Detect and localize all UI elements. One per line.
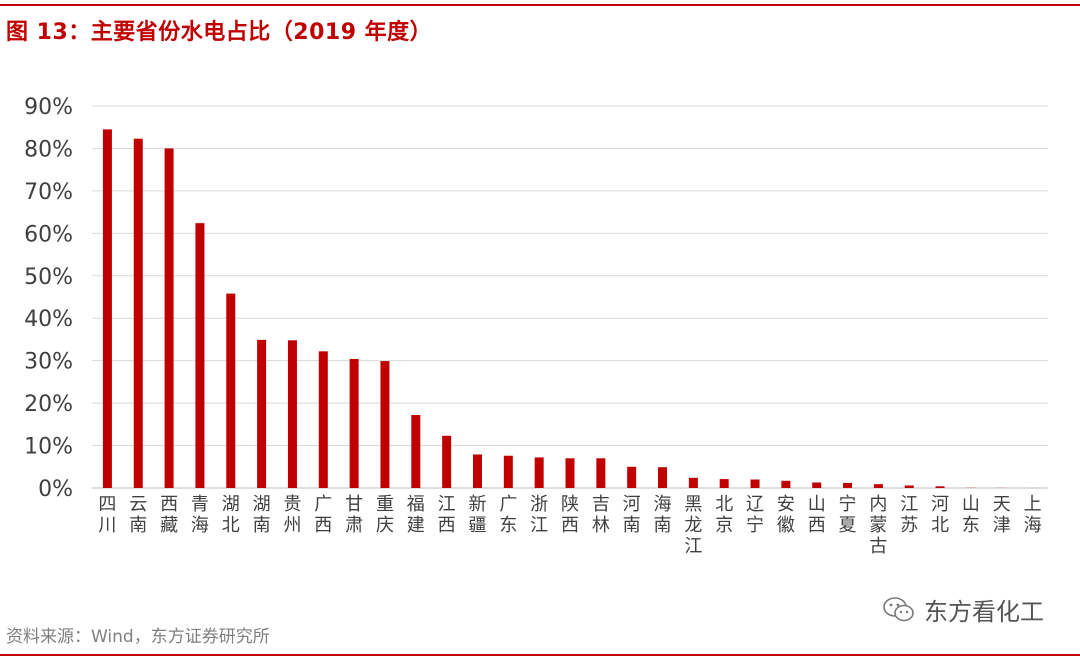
figure-title: 图 13：主要省份水电占比（2019 年度） xyxy=(6,20,433,45)
x-tick-label: 甘肃 xyxy=(345,494,363,536)
bar xyxy=(843,482,853,488)
bar xyxy=(349,358,359,488)
top-rule xyxy=(0,4,1080,6)
bar xyxy=(688,477,698,488)
x-tick-label: 内蒙古 xyxy=(869,494,887,557)
x-tick-label: 江苏 xyxy=(900,494,918,536)
x-tick-label: 北京 xyxy=(715,494,733,536)
x-tick-label: 湖北 xyxy=(222,494,240,536)
bar xyxy=(596,458,606,488)
watermark: 东方看化工 xyxy=(882,592,1044,627)
y-tick-label: 10% xyxy=(24,435,73,460)
bar xyxy=(257,339,267,488)
bar xyxy=(287,340,297,488)
bottom-rule xyxy=(0,654,1080,656)
bar xyxy=(503,455,513,488)
bar xyxy=(472,454,482,488)
x-tick-label: 新疆 xyxy=(468,494,486,536)
x-axis-ticks: 四川云南西藏青海湖北湖南贵州广西甘肃重庆福建江西新疆广东浙江陕西吉林河南海南黑龙… xyxy=(98,494,1041,557)
x-tick-label: 广西 xyxy=(314,494,332,536)
x-tick-label: 山东 xyxy=(962,494,980,536)
bar xyxy=(904,485,914,488)
y-tick-label: 20% xyxy=(24,392,73,417)
x-tick-label: 安徽 xyxy=(777,494,795,536)
x-tick-label: 上海 xyxy=(1024,494,1042,536)
x-tick-label: 宁夏 xyxy=(839,494,857,536)
x-tick-label: 河北 xyxy=(931,494,949,536)
y-tick-label: 70% xyxy=(24,180,73,205)
x-tick-label: 辽宁 xyxy=(746,494,764,536)
y-tick-label: 30% xyxy=(24,350,73,375)
wechat-icon xyxy=(883,596,914,621)
y-axis-ticks: 0% 10% 20% 30% 40% 50% 60% 70% 80% 90% xyxy=(24,95,73,502)
bar xyxy=(133,138,143,488)
bar xyxy=(719,479,729,488)
bars xyxy=(102,129,1038,488)
gridlines xyxy=(92,105,1048,489)
x-tick-label: 江西 xyxy=(438,494,456,536)
bar xyxy=(658,467,668,488)
bar xyxy=(781,480,791,488)
x-tick-label: 西藏 xyxy=(160,494,178,536)
x-tick-label: 黑龙江 xyxy=(684,494,702,557)
x-tick-label: 陕西 xyxy=(561,494,579,536)
y-tick-label: 50% xyxy=(24,265,73,290)
y-tick-label: 90% xyxy=(24,95,73,120)
bar xyxy=(318,351,328,488)
x-tick-label: 山西 xyxy=(808,494,826,536)
y-tick-label: 60% xyxy=(24,222,73,247)
x-tick-label: 浙江 xyxy=(530,494,548,536)
y-tick-label: 0% xyxy=(38,477,73,502)
y-tick-label: 40% xyxy=(24,307,73,332)
bar xyxy=(195,223,205,488)
bar xyxy=(102,129,112,488)
x-tick-label: 海南 xyxy=(654,494,672,536)
x-tick-label: 云南 xyxy=(129,494,147,536)
bar xyxy=(226,293,236,488)
x-tick-label: 天津 xyxy=(993,494,1011,536)
bar xyxy=(534,457,544,488)
bar xyxy=(627,466,637,488)
x-tick-label: 重庆 xyxy=(376,494,394,536)
x-tick-label: 河南 xyxy=(623,494,641,536)
x-tick-label: 福建 xyxy=(407,494,425,536)
x-tick-label: 广东 xyxy=(499,494,517,536)
bar xyxy=(442,435,452,488)
x-tick-label: 贵州 xyxy=(283,494,301,536)
bar xyxy=(565,458,575,488)
bar xyxy=(873,484,883,488)
x-tick-label: 湖南 xyxy=(253,494,271,536)
bar xyxy=(750,479,760,488)
bar xyxy=(380,361,390,488)
x-tick-label: 青海 xyxy=(191,494,209,536)
watermark-text: 东方看化工 xyxy=(924,598,1044,626)
bar xyxy=(411,414,421,488)
y-tick-label: 80% xyxy=(24,137,73,162)
x-tick-label: 吉林 xyxy=(592,494,610,536)
bar xyxy=(935,486,945,488)
source-note: 资料来源：Wind，东方证券研究所 xyxy=(6,627,270,647)
x-tick-label: 四川 xyxy=(98,494,116,536)
bar xyxy=(164,148,174,488)
bar xyxy=(812,482,822,488)
